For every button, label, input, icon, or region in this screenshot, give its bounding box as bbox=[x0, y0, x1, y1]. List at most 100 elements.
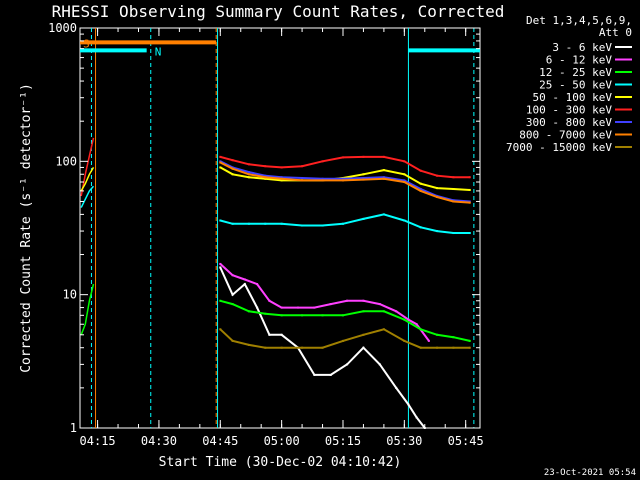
chart-title: RHESSI Observing Summary Count Rates, Co… bbox=[52, 2, 505, 21]
data-point-5-14 bbox=[468, 176, 471, 179]
x-tick-label-0: 04:15 bbox=[80, 434, 116, 448]
data-point-4-3 bbox=[264, 177, 267, 180]
data-point-8-12 bbox=[436, 346, 439, 349]
data-point-3-4 bbox=[280, 222, 283, 225]
data-point-7-8 bbox=[362, 178, 365, 181]
data-point-4-10 bbox=[403, 173, 406, 176]
data-point-2-2 bbox=[247, 310, 250, 313]
legend-label-0: 3 - 6 keV bbox=[552, 41, 612, 54]
data-point-1-13 bbox=[407, 318, 410, 321]
data-point-6-7 bbox=[341, 177, 344, 180]
data-point-4-9 bbox=[382, 169, 385, 172]
data-point-7-7 bbox=[341, 179, 344, 182]
data-point-8-14 bbox=[468, 346, 471, 349]
x-tick-label-5: 05:30 bbox=[386, 434, 422, 448]
data-point-3-0 bbox=[219, 219, 222, 222]
pre-gap-yellow bbox=[80, 167, 95, 192]
data-point-2-7 bbox=[341, 314, 344, 317]
data-point-5-2 bbox=[247, 163, 250, 166]
data-point-1-15 bbox=[427, 339, 430, 342]
data-point-8-4 bbox=[280, 346, 283, 349]
series-line-1 bbox=[219, 263, 430, 342]
data-point-6-1 bbox=[231, 166, 234, 169]
data-point-5-8 bbox=[362, 155, 365, 158]
data-point-6-5 bbox=[301, 176, 304, 179]
data-point-7-0 bbox=[219, 161, 222, 164]
data-point-5-12 bbox=[436, 174, 439, 177]
data-point-0-3 bbox=[256, 306, 259, 309]
data-point-8-0 bbox=[219, 328, 222, 331]
legend-label-8: 7000 - 15000 keV bbox=[506, 141, 612, 154]
data-point-1-11 bbox=[378, 303, 381, 306]
data-point-7-5 bbox=[301, 179, 304, 182]
data-point-3-11 bbox=[419, 226, 422, 229]
data-point-5-10 bbox=[403, 160, 406, 163]
data-point-8-10 bbox=[403, 339, 406, 342]
legend-label-3: 25 - 50 keV bbox=[539, 79, 612, 92]
data-point-0-4 bbox=[268, 333, 271, 336]
x-axis-ticks: 04:15 04:30 04:45 05:00 05:15 05:30 05:45 bbox=[80, 28, 484, 448]
data-point-3-9 bbox=[382, 213, 385, 216]
x-tick-label-6: 05:45 bbox=[448, 434, 484, 448]
data-point-2-12 bbox=[436, 333, 439, 336]
y-tick-label-2: 100 bbox=[55, 154, 77, 168]
data-point-3-13 bbox=[452, 232, 455, 235]
pre-gap-green bbox=[80, 283, 95, 336]
data-point-8-13 bbox=[452, 346, 455, 349]
data-point-2-14 bbox=[468, 339, 471, 342]
data-point-7-11 bbox=[419, 189, 422, 192]
y-axis-label: Corrected Count Rate (s⁻¹ detector⁻¹) bbox=[19, 83, 34, 373]
series-lines bbox=[80, 137, 471, 429]
data-point-3-8 bbox=[362, 217, 365, 220]
data-point-4-13 bbox=[452, 188, 455, 191]
data-point-5-3 bbox=[264, 165, 267, 168]
data-point-7-2 bbox=[247, 173, 250, 176]
y-tick-label-1: 10 bbox=[63, 288, 77, 302]
data-point-6-4 bbox=[280, 176, 283, 179]
legend-label-2: 12 - 25 keV bbox=[539, 66, 612, 79]
data-point-6-13 bbox=[452, 199, 455, 202]
data-point-5-4 bbox=[280, 166, 283, 169]
data-point-1-6 bbox=[296, 306, 299, 309]
data-point-1-10 bbox=[362, 299, 365, 302]
data-point-2-6 bbox=[321, 314, 324, 317]
legend-label-6: 300 - 800 keV bbox=[526, 116, 612, 129]
legend-label-7: 800 - 7000 keV bbox=[519, 129, 612, 142]
data-point-8-6 bbox=[321, 346, 324, 349]
data-point-6-11 bbox=[419, 188, 422, 191]
data-point-0-5 bbox=[280, 333, 283, 336]
data-point-8-2 bbox=[247, 343, 250, 346]
data-point-2-13 bbox=[452, 336, 455, 339]
y-axis-ticks: 1 10 100 1000 bbox=[48, 21, 480, 435]
data-point-3-10 bbox=[403, 219, 406, 222]
data-point-2-9 bbox=[382, 310, 385, 313]
x-tick-label-2: 04:45 bbox=[202, 434, 238, 448]
data-point-8-3 bbox=[264, 346, 267, 349]
data-point-6-14 bbox=[468, 200, 471, 203]
data-point-0-8 bbox=[329, 373, 332, 376]
data-point-0-1 bbox=[231, 293, 234, 296]
data-point-2-3 bbox=[264, 312, 267, 315]
y-tick-label-3: 1000 bbox=[48, 21, 77, 35]
data-point-4-14 bbox=[468, 188, 471, 191]
data-point-0-0 bbox=[219, 266, 222, 269]
data-point-1-4 bbox=[268, 299, 271, 302]
legend-header-0: Det 1,3,4,5,6,9, bbox=[526, 14, 632, 27]
data-point-7-4 bbox=[280, 177, 283, 180]
data-point-6-9 bbox=[382, 176, 385, 179]
data-point-7-14 bbox=[468, 201, 471, 204]
legend-label-1: 6 - 12 keV bbox=[546, 54, 613, 67]
data-point-0-14 bbox=[415, 416, 418, 419]
data-point-0-11 bbox=[378, 363, 381, 366]
flag-label-N: N bbox=[155, 45, 162, 58]
data-point-1-1 bbox=[231, 274, 234, 277]
data-point-0-9 bbox=[346, 363, 349, 366]
data-point-4-0 bbox=[219, 166, 222, 169]
data-point-6-2 bbox=[247, 171, 250, 174]
data-point-2-11 bbox=[419, 328, 422, 331]
data-point-0-13 bbox=[407, 403, 410, 406]
plot-frame bbox=[79, 27, 481, 429]
data-point-1-7 bbox=[313, 306, 316, 309]
data-point-4-12 bbox=[436, 187, 439, 190]
flag-label-S: S bbox=[83, 37, 90, 50]
